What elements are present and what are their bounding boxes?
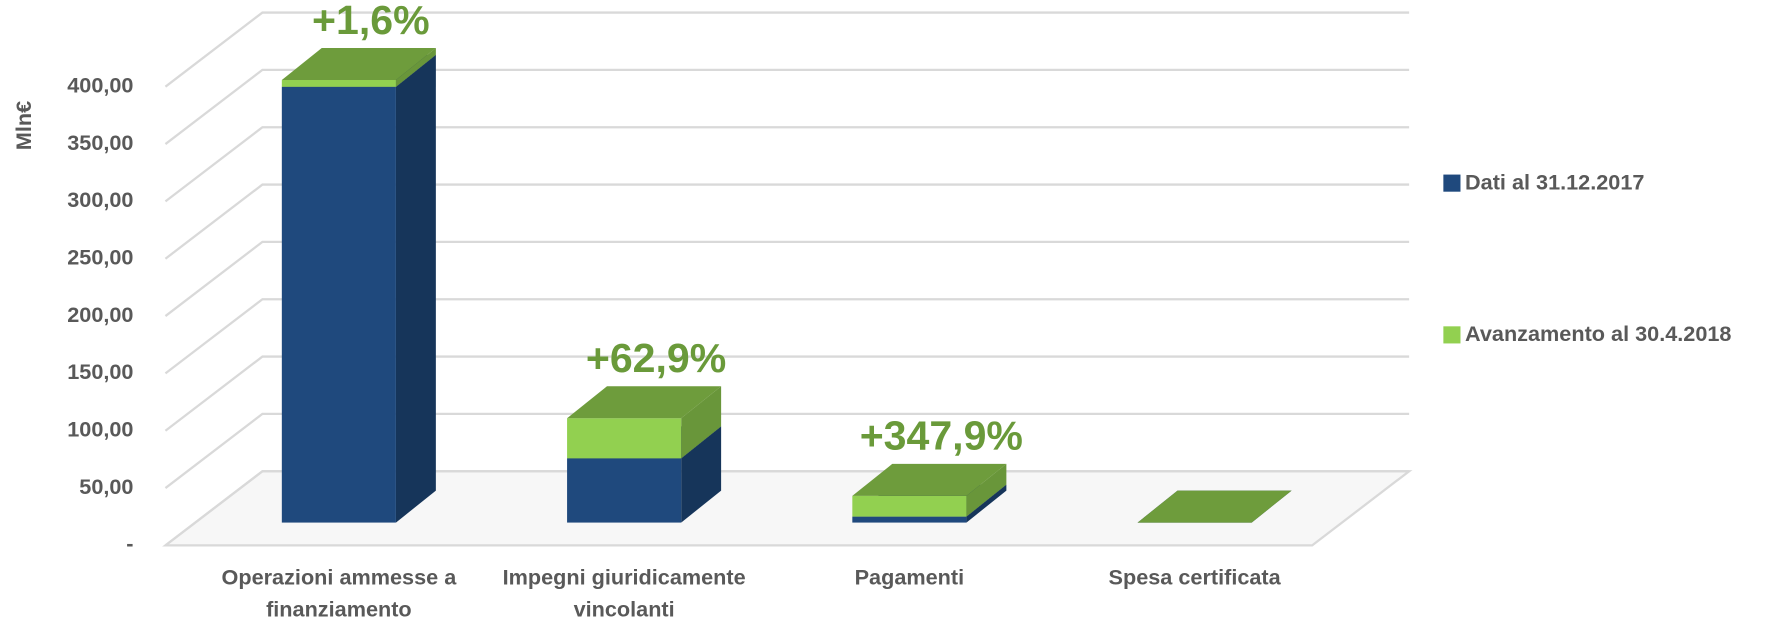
bar-top <box>852 463 1007 496</box>
bar-top <box>567 386 722 419</box>
bar-side <box>395 48 436 87</box>
grid-line <box>164 68 1410 145</box>
annotation: +1,6% <box>312 0 430 43</box>
bar <box>281 79 396 87</box>
grid-line <box>164 11 1410 88</box>
y-tick-label: 50,00 <box>79 474 133 499</box>
bar-side <box>681 386 722 459</box>
bar <box>567 458 682 523</box>
x-tick-label: Pagamenti <box>855 564 965 589</box>
grid-line <box>164 126 1410 203</box>
grid-line <box>164 298 1410 375</box>
x-tick-label: Spesa certificata <box>1109 564 1282 589</box>
bar <box>567 418 682 459</box>
y-tick-label: 400,00 <box>67 72 133 97</box>
bar-top <box>281 48 436 80</box>
x-tick-label: Operazioni ammesse a finanziamento <box>222 564 458 621</box>
bar-side <box>681 426 722 523</box>
annotation: +62,9% <box>586 335 726 381</box>
y-tick-label: 250,00 <box>67 244 133 269</box>
legend-label: Dati al 31.12.2017 <box>1465 169 1644 194</box>
grid-line <box>164 412 1410 489</box>
y-tick-label: 300,00 <box>67 187 133 212</box>
bar-side <box>395 54 436 523</box>
bar-side <box>966 484 1007 523</box>
annotation: +347,9% <box>860 413 1023 459</box>
y-tick-label: 200,00 <box>67 302 133 327</box>
y-axis-label: Mln€ <box>11 101 36 150</box>
x-tick-label: Impegni giuridicamente vincolanti <box>503 564 746 621</box>
grid-line <box>164 355 1410 432</box>
grid-line <box>164 183 1410 260</box>
bar-side <box>966 463 1007 517</box>
grid-line <box>164 470 1410 547</box>
y-tick-label: - <box>126 531 133 556</box>
grid-line <box>164 240 1410 317</box>
y-tick-label: 150,00 <box>67 359 133 384</box>
legend-label: Avanzamento al 30.4.2018 <box>1465 321 1731 346</box>
bar <box>281 86 396 523</box>
bar <box>852 516 967 523</box>
legend-swatch <box>1443 174 1461 192</box>
bar <box>852 495 967 517</box>
y-tick-label: 350,00 <box>67 130 133 155</box>
y-tick-label: 100,00 <box>67 416 133 441</box>
bar-top <box>1137 490 1292 523</box>
chart-body: Mln€ - 50,00 100,00 150,00 200,00 250,00 300,0… <box>11 0 1732 621</box>
legend-swatch <box>1443 326 1461 344</box>
